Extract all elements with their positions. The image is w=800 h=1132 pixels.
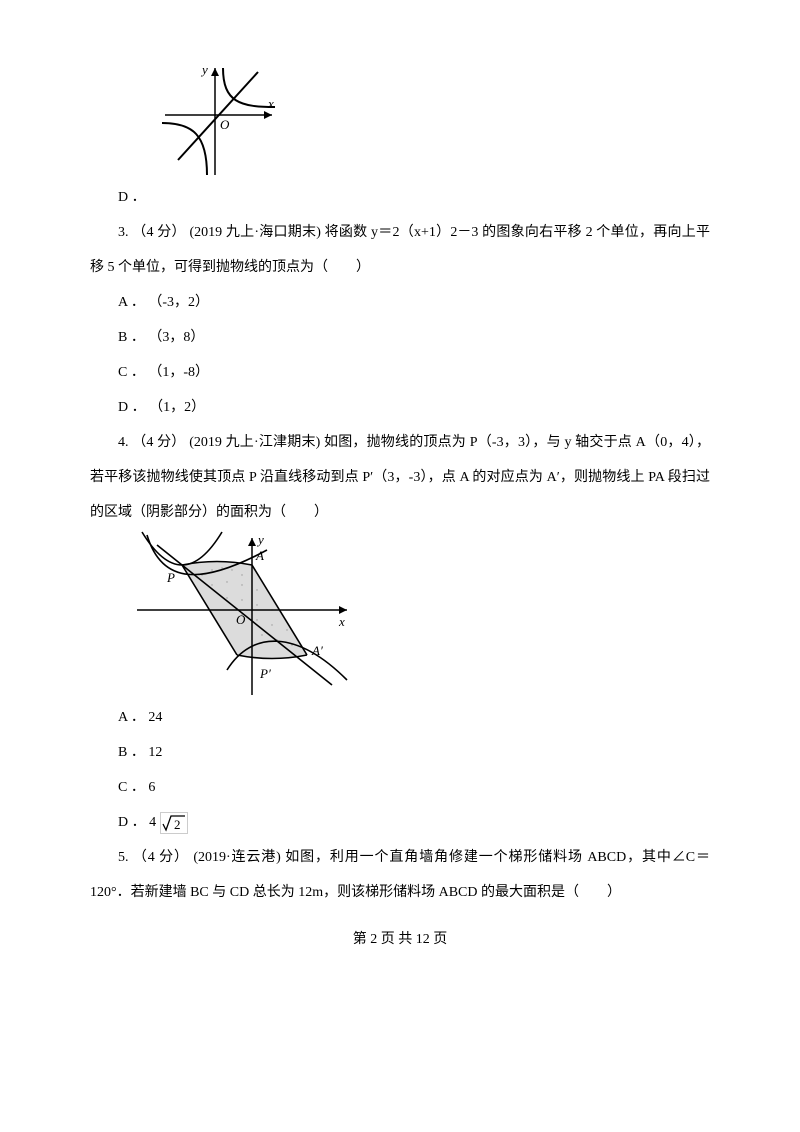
q3-optB: B ． （3，8）: [90, 320, 710, 355]
q3-optD: D ． （1，2）: [90, 390, 710, 425]
q5-stem: 5. （4 分） (2019·连云港) 如图，利用一个直角墙角修建一个梯形储料场…: [90, 840, 710, 910]
q4-P: P: [166, 570, 175, 585]
q4-stem: 4. （4 分） (2019 九上·江津期末) 如图，抛物线的顶点为 P（-3，…: [90, 425, 710, 530]
q4-optD-prefix: D ． 4: [118, 815, 160, 830]
q2-optD-figure: x y O: [160, 60, 710, 180]
q4-optB: B ． 12: [90, 735, 710, 770]
q4-optC: C ． 6: [90, 770, 710, 805]
q4-optA: A ． 24: [90, 700, 710, 735]
q3-optA: A ． （-3，2）: [90, 285, 710, 320]
q4-graph-svg: x y O A P P′ A′: [132, 530, 362, 700]
svg-text:y: y: [200, 62, 208, 77]
q4-Ap: A′: [311, 643, 323, 658]
q4-ylabel: y: [256, 532, 264, 547]
page-footer: 第 2 页 共 12 页: [90, 922, 710, 957]
q4-figure: x y O A P P′ A′: [132, 530, 710, 700]
q2-optD-label: D ．: [90, 180, 710, 215]
q4-optD: D ． 4 2: [90, 805, 710, 840]
q4-xlabel: x: [338, 614, 345, 629]
svg-text:x: x: [267, 96, 274, 111]
q4-O: O: [236, 612, 246, 627]
q3-optC: C ． （1，-8）: [90, 355, 710, 390]
sqrt-icon: 2: [160, 812, 188, 834]
q4-A: A: [255, 548, 264, 563]
q4-sqrt-val: 2: [174, 817, 181, 832]
svg-text:O: O: [220, 117, 230, 132]
q3-stem: 3. （4 分） (2019 九上·海口期末) 将函数 y＝2（x+1）2－3 …: [90, 215, 710, 285]
q4-Pp: P′: [259, 666, 271, 681]
q2-graph-svg: x y O: [160, 60, 280, 180]
